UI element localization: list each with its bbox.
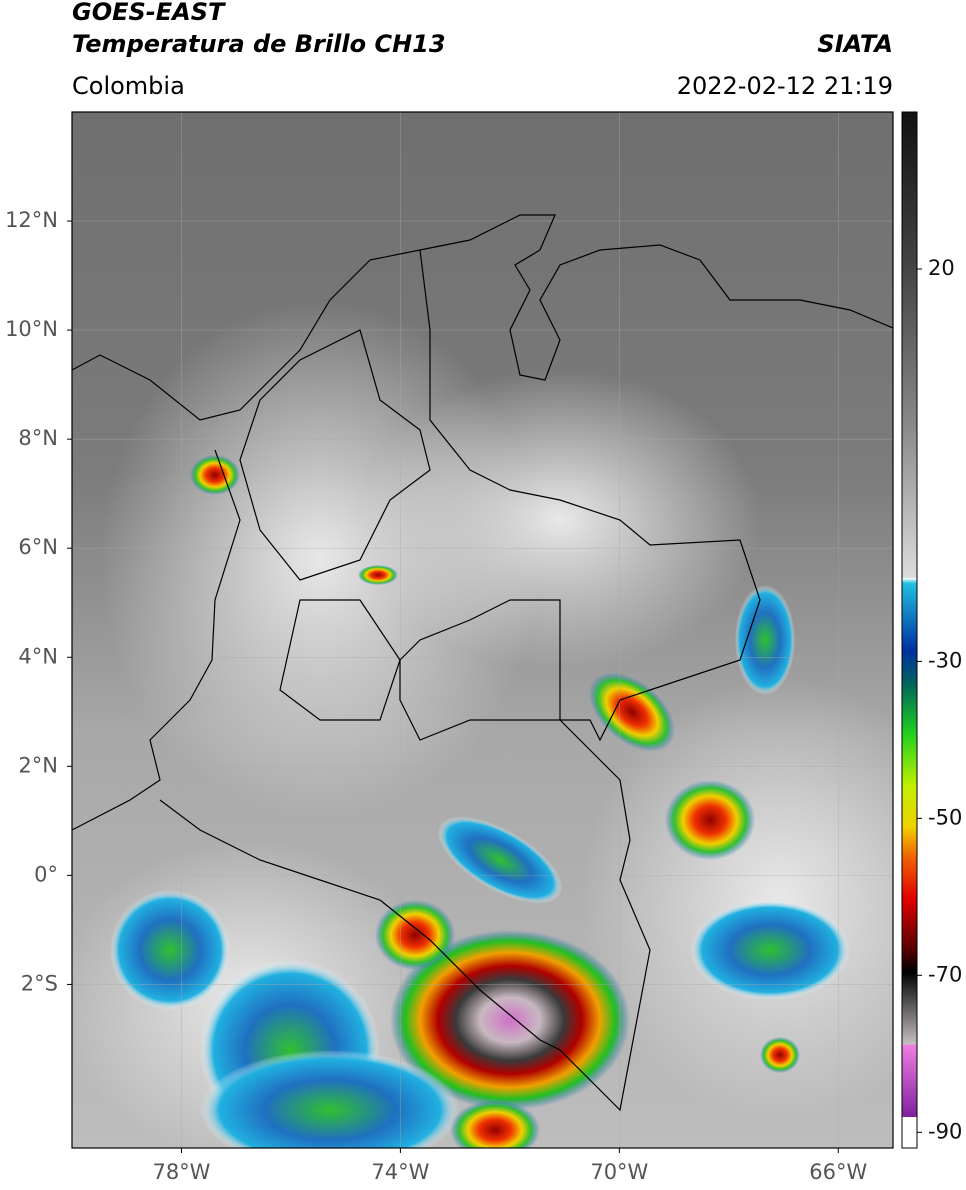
cloud xyxy=(360,370,760,670)
storm xyxy=(437,816,563,904)
source: SIATA xyxy=(817,30,893,58)
x-tick-label: 74°W xyxy=(371,1160,429,1184)
x-tick-label: 70°W xyxy=(590,1160,648,1184)
y-tick-label: 2°N xyxy=(18,753,58,777)
colorbar-tick-label: -70 xyxy=(928,962,962,986)
storm xyxy=(390,930,630,1110)
storm xyxy=(450,1100,540,1148)
storm xyxy=(665,780,755,860)
map-frame xyxy=(71,111,894,1149)
y-tick-label: 8°N xyxy=(18,426,58,450)
y-tick-label: 2°S xyxy=(21,971,58,995)
storm xyxy=(589,672,675,752)
storm xyxy=(110,890,230,1010)
satellite-image xyxy=(72,112,893,1148)
x-tick-label: 78°W xyxy=(152,1160,210,1184)
storm xyxy=(358,565,398,585)
colorbar-tick-label: -50 xyxy=(928,805,962,829)
coastline xyxy=(72,214,893,421)
region: Colombia xyxy=(72,72,185,100)
storm xyxy=(690,900,850,1000)
y-tick-label: 12°N xyxy=(5,208,58,232)
title: GOES-EAST xyxy=(72,0,226,26)
storm xyxy=(760,1037,800,1073)
y-tick-label: 10°N xyxy=(5,317,58,341)
datetime: 2022-02-12 21:19 xyxy=(677,72,893,100)
y-tick-label: 0° xyxy=(34,862,58,886)
colorbar-tick-label: -90 xyxy=(928,1119,962,1143)
coastline xyxy=(72,449,241,831)
border xyxy=(239,329,431,721)
storm xyxy=(200,1050,460,1148)
storm xyxy=(190,455,240,495)
x-tick-label: 66°W xyxy=(809,1160,867,1184)
colorbar-tick-label: -30 xyxy=(928,648,962,672)
storm xyxy=(375,900,455,970)
y-tick-label: 6°N xyxy=(18,535,58,559)
colorbar-tick-label: 20 xyxy=(928,256,955,280)
colorbar xyxy=(901,111,918,1149)
border xyxy=(159,249,761,1112)
subtitle: Temperatura de Brillo CH13 xyxy=(72,30,446,58)
storm xyxy=(735,585,795,695)
y-tick-label: 4°N xyxy=(18,644,58,668)
cloud xyxy=(580,680,893,1120)
